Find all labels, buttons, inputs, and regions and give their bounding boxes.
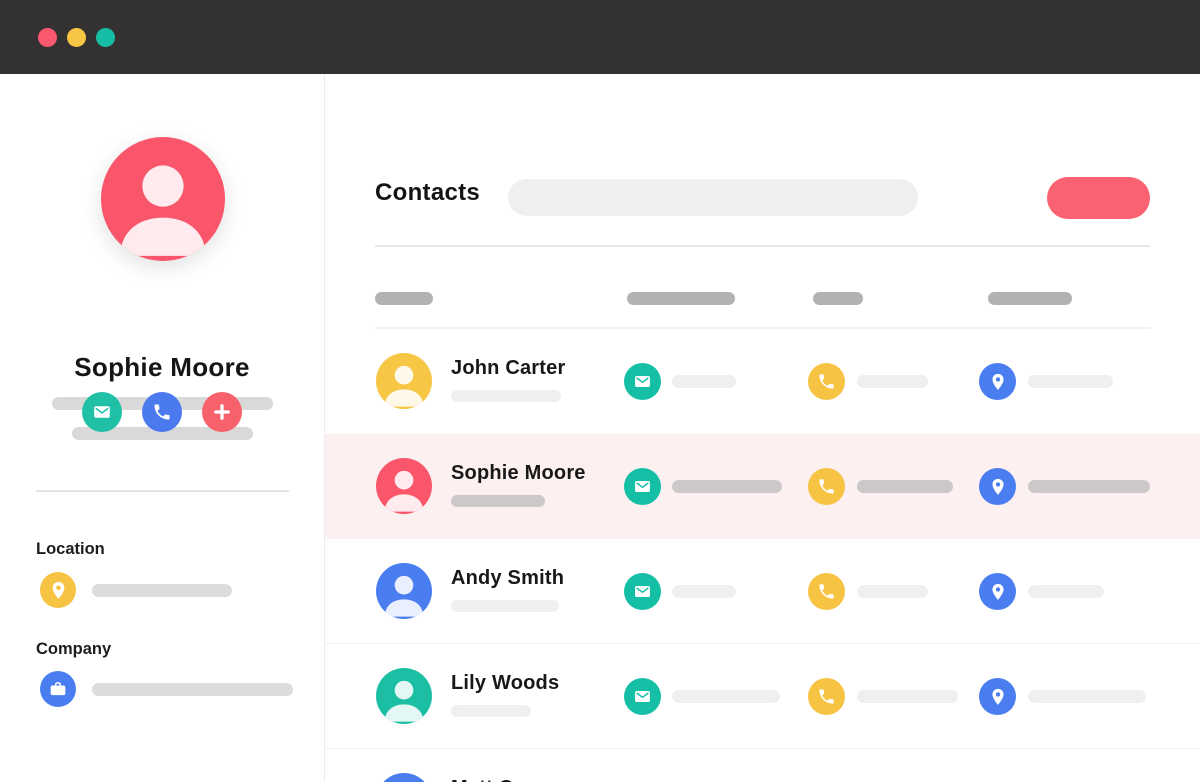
contact-avatar <box>376 353 432 409</box>
email-placeholder <box>672 585 736 598</box>
window-minimize-dot[interactable] <box>67 27 86 47</box>
contact-row[interactable]: Andy Smith <box>325 539 1200 644</box>
email-icon[interactable] <box>624 573 661 610</box>
contact-avatar <box>376 458 432 514</box>
email-icon[interactable] <box>624 468 661 505</box>
contact-avatar <box>376 773 432 782</box>
phone-icon[interactable] <box>808 468 845 505</box>
contact-row[interactable]: John Carter <box>325 329 1200 434</box>
location-placeholder <box>1028 375 1113 388</box>
page-title: Contacts <box>375 179 481 206</box>
contact-row[interactable]: Matt Cannnon <box>325 749 1200 782</box>
email-placeholder <box>672 480 782 493</box>
map-pin-icon <box>40 572 76 608</box>
add-contact-icon-button[interactable] <box>202 392 242 432</box>
table-top-divider <box>375 327 1150 329</box>
person-silhouette-icon <box>384 575 424 617</box>
profile-avatar <box>101 137 225 261</box>
window-zoom-dot[interactable] <box>96 27 115 47</box>
contact-avatar <box>376 668 432 724</box>
window-content: Sophie Moore Location Company <box>0 74 1200 782</box>
contact-name: Matt Cannnon <box>451 777 587 782</box>
column-header-phone <box>813 292 863 305</box>
profile-sidebar: Sophie Moore Location Company <box>0 74 325 782</box>
briefcase-icon <box>40 671 76 707</box>
phone-icon[interactable] <box>808 678 845 715</box>
column-header-location <box>988 292 1072 305</box>
phone-placeholder <box>857 480 953 493</box>
contact-row-selected[interactable]: Sophie Moore <box>325 434 1200 539</box>
contact-row[interactable]: Lily Woods <box>325 644 1200 749</box>
person-silhouette-icon <box>384 365 424 407</box>
contact-avatar <box>376 563 432 619</box>
location-placeholder-bar <box>92 584 232 597</box>
contact-subtitle-placeholder <box>451 705 531 717</box>
contact-subtitle-placeholder <box>451 390 561 402</box>
add-button[interactable] <box>1047 177 1150 219</box>
profile-placeholder-bar <box>72 427 253 440</box>
person-silhouette-icon <box>376 773 432 782</box>
email-icon[interactable] <box>624 363 661 400</box>
location-icon[interactable] <box>979 468 1016 505</box>
phone-placeholder <box>857 585 928 598</box>
contacts-panel: Contacts John Carter <box>325 74 1200 782</box>
call-button[interactable] <box>142 392 182 432</box>
location-placeholder <box>1028 480 1150 493</box>
location-placeholder <box>1028 690 1146 703</box>
column-header-name <box>375 292 433 305</box>
contact-name: Andy Smith <box>451 567 565 589</box>
header-divider <box>375 245 1150 247</box>
contact-subtitle-placeholder <box>451 600 559 612</box>
sidebar-divider <box>36 490 289 492</box>
contact-name: John Carter <box>451 357 566 379</box>
company-placeholder-bar <box>92 683 293 696</box>
email-placeholder <box>672 375 736 388</box>
person-silhouette-icon <box>384 470 424 512</box>
person-silhouette-icon <box>120 165 206 256</box>
email-icon <box>94 406 110 418</box>
phone-icon[interactable] <box>808 573 845 610</box>
person-silhouette-icon <box>384 680 424 722</box>
email-icon[interactable] <box>624 678 661 715</box>
email-placeholder <box>672 690 780 703</box>
location-icon[interactable] <box>979 678 1016 715</box>
column-header-email <box>627 292 735 305</box>
profile-actions <box>0 392 324 432</box>
window-titlebar <box>0 0 1200 74</box>
profile-name: Sophie Moore <box>74 352 250 382</box>
location-section-label: Location <box>36 540 105 558</box>
window-close-dot[interactable] <box>38 27 57 47</box>
contact-subtitle-placeholder <box>451 495 545 507</box>
contacts-table: John Carter Sophie Moore <box>325 329 1200 782</box>
contact-name: Lily Woods <box>451 672 560 694</box>
search-input[interactable] <box>508 179 918 216</box>
email-button[interactable] <box>82 392 122 432</box>
location-placeholder <box>1028 585 1104 598</box>
location-icon[interactable] <box>979 363 1016 400</box>
company-section-label: Company <box>36 640 112 658</box>
phone-icon[interactable] <box>808 363 845 400</box>
location-icon[interactable] <box>979 573 1016 610</box>
phone-placeholder <box>857 375 928 388</box>
contact-name: Sophie Moore <box>451 462 586 484</box>
plus-icon <box>214 404 230 420</box>
phone-icon <box>154 404 170 420</box>
phone-placeholder <box>857 690 958 703</box>
